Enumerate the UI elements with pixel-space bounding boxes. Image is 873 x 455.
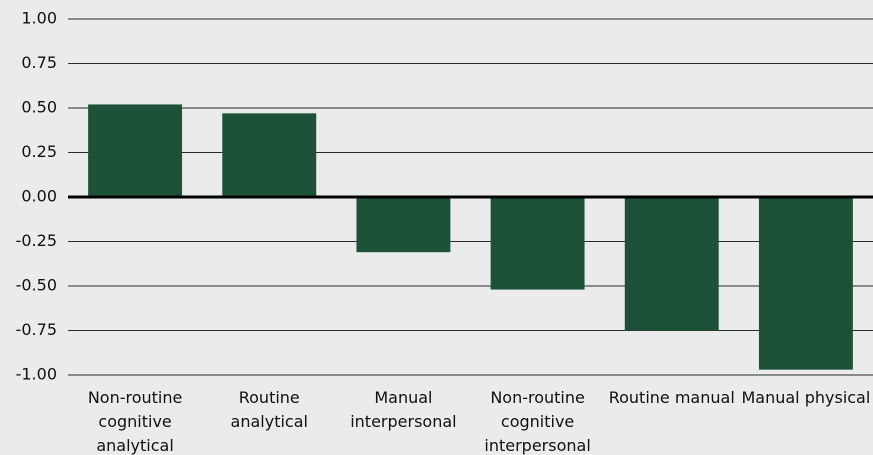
y-tick-label: -0.50 [16, 276, 57, 295]
bar [356, 197, 451, 253]
y-tick-label: 0.75 [21, 53, 57, 72]
x-tick-label: Non-routine cognitive analytical [87, 388, 183, 455]
x-tick-label: Manual interpersonal [350, 388, 457, 431]
x-tick-label: Routine manual [608, 388, 735, 407]
x-tick-label: Non-routine cognitive interpersonal [484, 388, 591, 455]
y-tick-label: -1.00 [16, 365, 57, 384]
x-tick-label: Routine analytical [230, 388, 308, 431]
y-tick-label: 1.00 [21, 9, 57, 28]
bar [490, 197, 585, 290]
y-tick-label: -0.25 [16, 231, 57, 250]
y-tick-label: 0.25 [21, 142, 57, 161]
bar [88, 104, 183, 197]
bar [222, 113, 317, 197]
bar [758, 197, 853, 370]
x-tick-label: Manual physical [741, 388, 871, 407]
bar [624, 197, 719, 331]
y-tick-label: 0.00 [21, 187, 57, 206]
y-tick-label: 0.50 [21, 98, 57, 117]
y-tick-label: -0.75 [16, 320, 57, 339]
